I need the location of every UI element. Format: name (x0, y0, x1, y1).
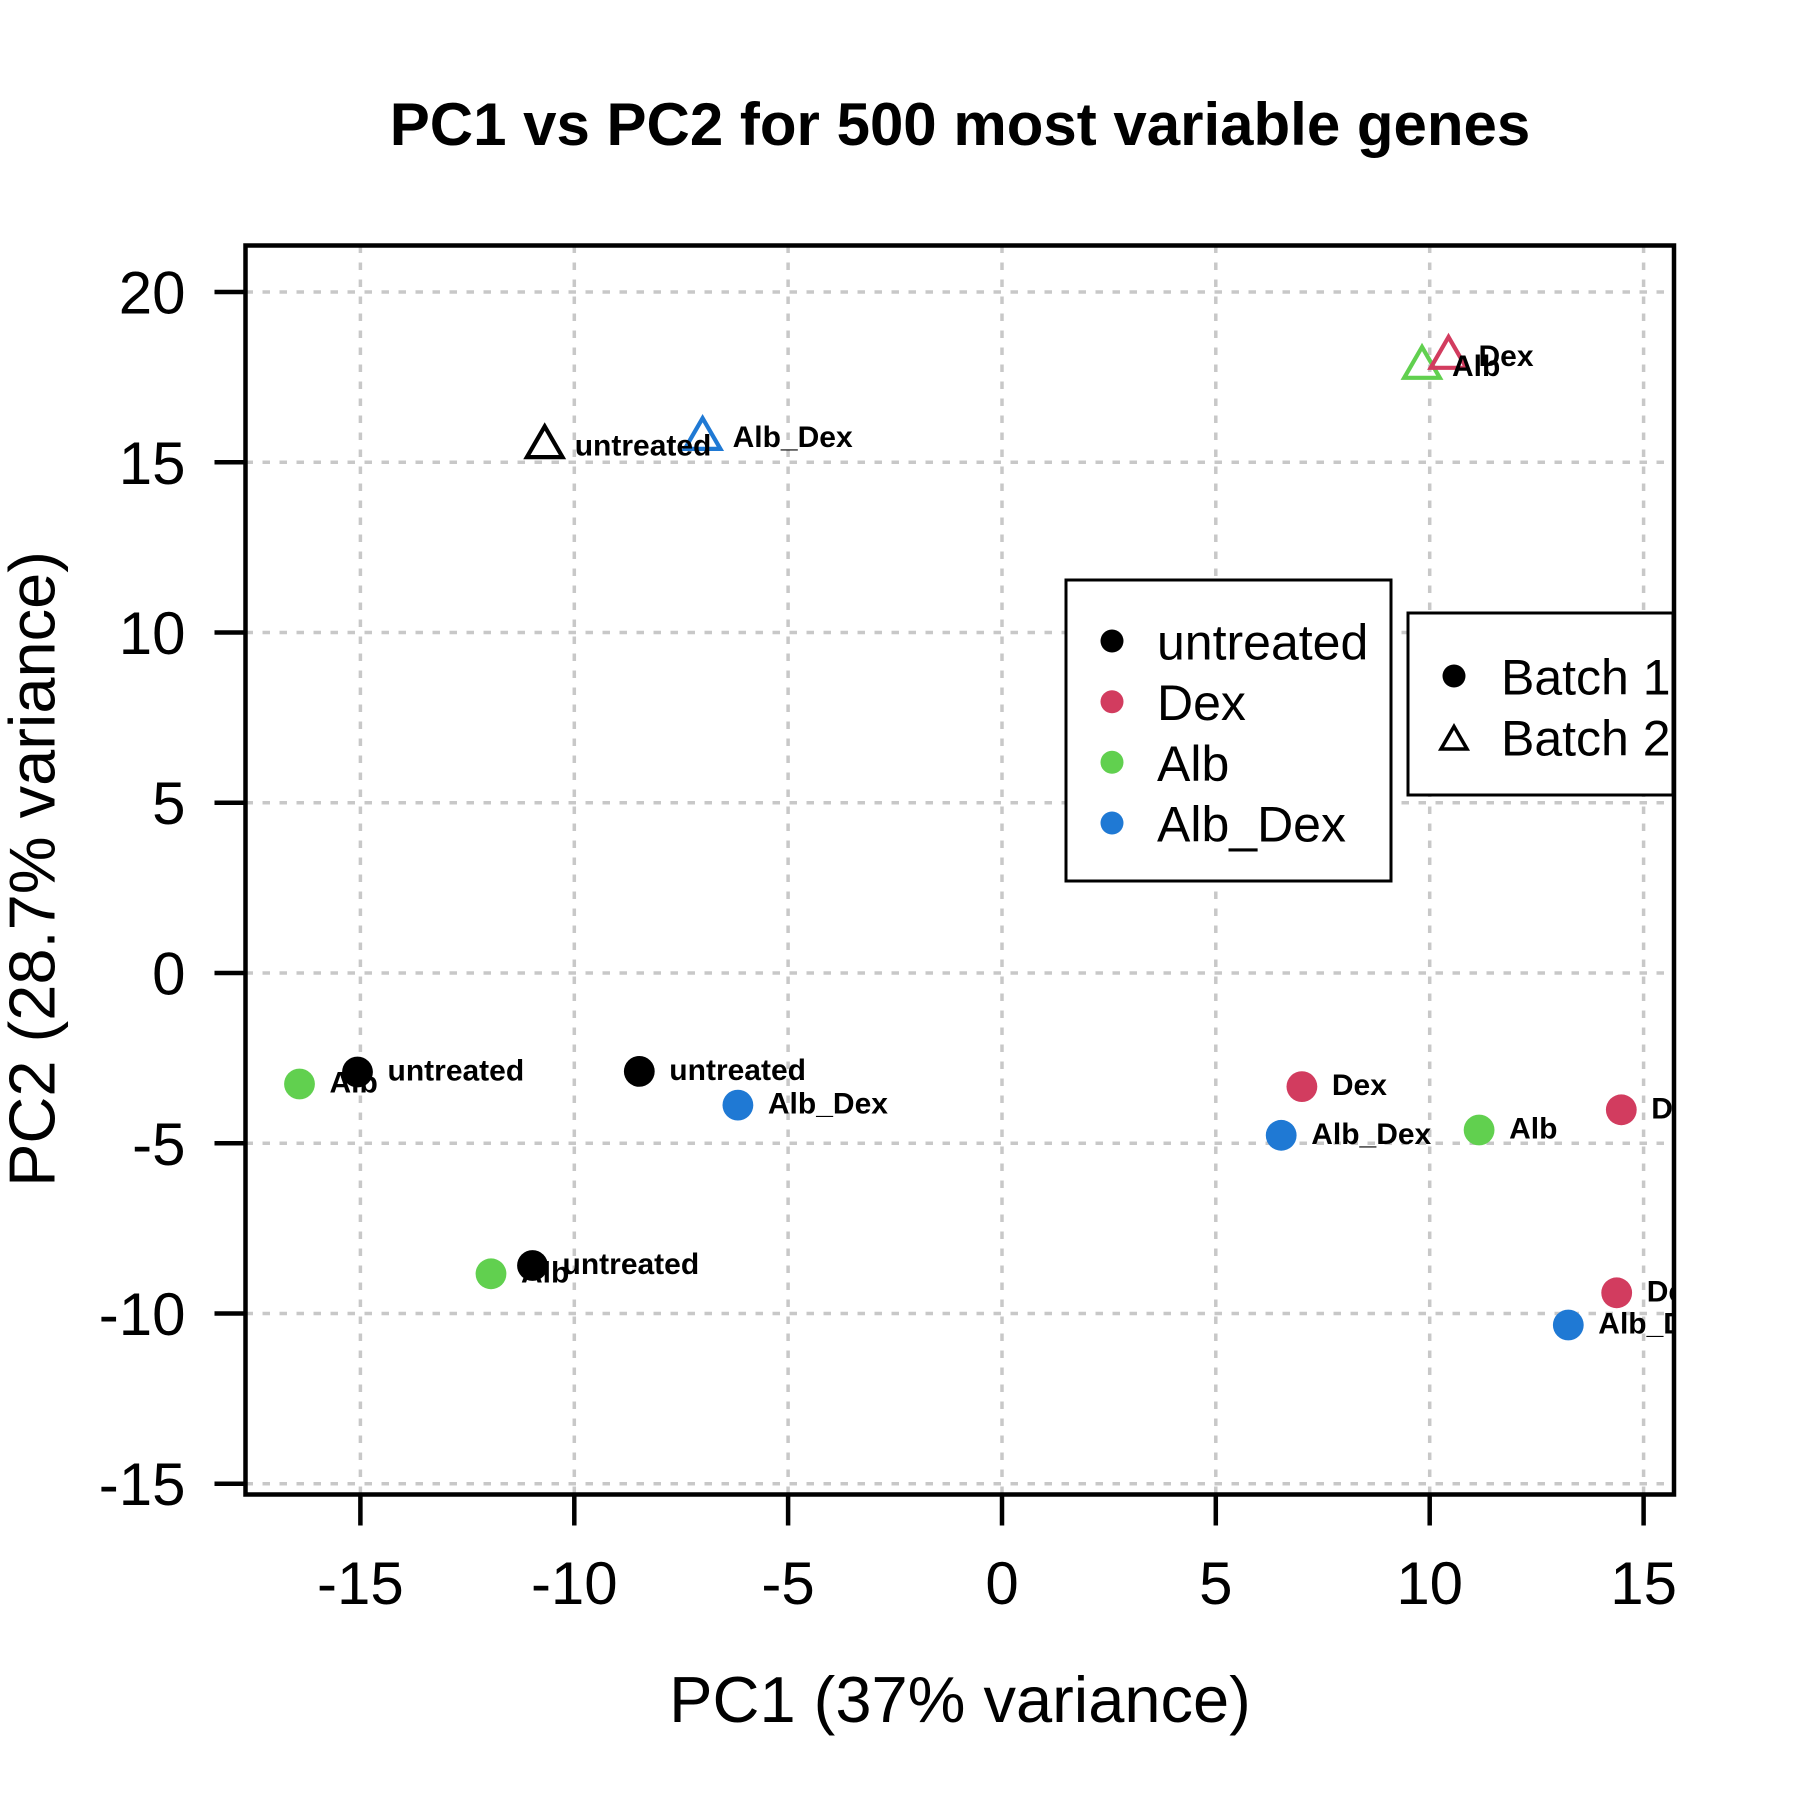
svg-text:untreated: untreated (575, 429, 712, 462)
svg-text:Dex: Dex (1651, 1092, 1706, 1125)
svg-text:Dex: Dex (1157, 675, 1246, 731)
svg-text:15: 15 (1610, 1550, 1677, 1617)
svg-text:15: 15 (119, 430, 186, 497)
svg-text:5: 5 (1199, 1550, 1232, 1617)
svg-text:Alb: Alb (1509, 1113, 1557, 1146)
svg-text:10: 10 (119, 600, 186, 667)
svg-text:-5: -5 (761, 1550, 814, 1617)
svg-text:PC2 (28.7% variance): PC2 (28.7% variance) (0, 551, 69, 1187)
svg-text:-10: -10 (99, 1281, 186, 1348)
svg-text:-15: -15 (99, 1451, 186, 1518)
svg-text:-10: -10 (531, 1550, 618, 1617)
svg-text:Alb: Alb (521, 1256, 569, 1289)
svg-text:untreated: untreated (1157, 615, 1368, 671)
svg-text:untreated: untreated (669, 1054, 806, 1087)
svg-text:Alb_Dex: Alb_Dex (1311, 1118, 1431, 1151)
svg-text:Alb_Dex: Alb_Dex (1598, 1308, 1718, 1341)
svg-text:-5: -5 (132, 1111, 185, 1178)
svg-text:Dex: Dex (1332, 1069, 1387, 1102)
svg-text:Batch 1: Batch 1 (1501, 650, 1671, 706)
svg-text:Alb: Alb (330, 1067, 378, 1100)
svg-text:Alb: Alb (1452, 350, 1500, 383)
svg-text:Alb_Dex: Alb_Dex (768, 1088, 888, 1121)
svg-text:20: 20 (119, 260, 186, 327)
svg-text:Dex: Dex (1647, 1275, 1702, 1308)
svg-text:Alb_Dex: Alb_Dex (733, 421, 853, 454)
svg-text:untreated: untreated (563, 1248, 700, 1281)
svg-text:Alb_Dex: Alb_Dex (1157, 797, 1346, 853)
svg-text:Alb: Alb (1157, 736, 1229, 792)
svg-text:untreated: untreated (388, 1055, 525, 1088)
svg-text:-15: -15 (317, 1550, 404, 1617)
svg-text:Batch 2: Batch 2 (1501, 711, 1671, 767)
svg-text:0: 0 (152, 941, 185, 1008)
svg-text:PC1 (37% variance): PC1 (37% variance) (669, 1663, 1251, 1736)
svg-text:0: 0 (985, 1550, 1018, 1617)
svg-text:PC1 vs PC2 for 500 most variab: PC1 vs PC2 for 500 most variable genes (390, 91, 1531, 158)
svg-text:10: 10 (1396, 1550, 1463, 1617)
svg-text:Dex: Dex (1479, 340, 1534, 373)
svg-text:5: 5 (152, 770, 185, 837)
